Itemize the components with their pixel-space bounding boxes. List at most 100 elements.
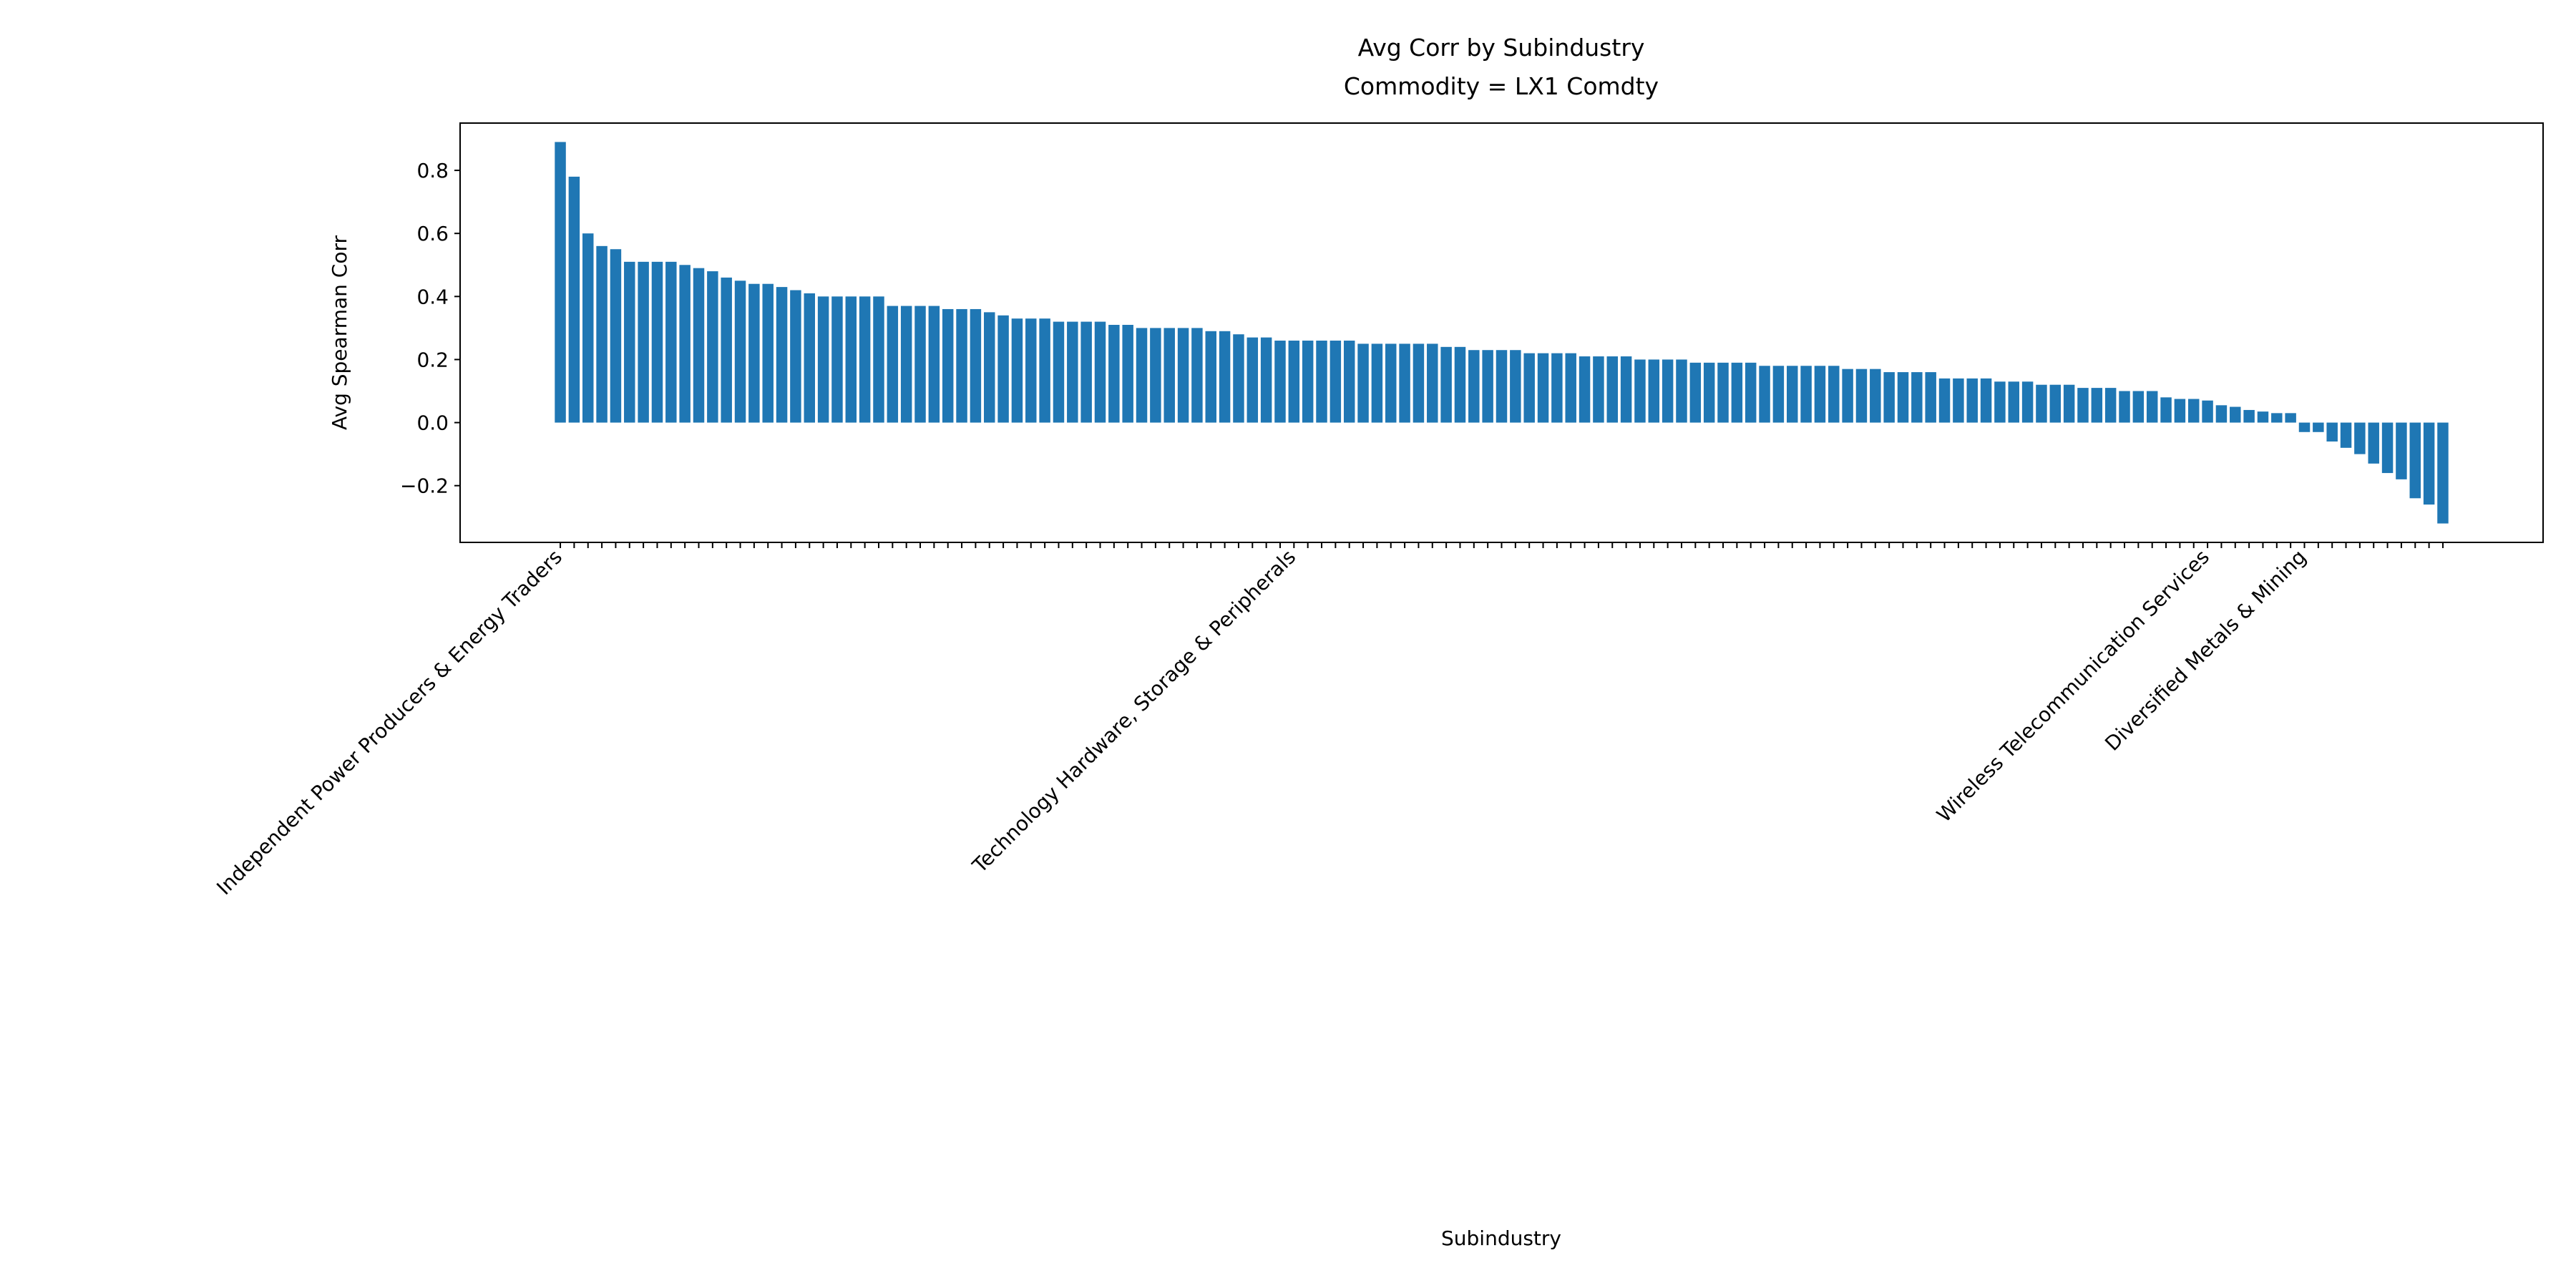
bar	[1316, 341, 1327, 423]
y-tick-label: 0.0	[416, 411, 449, 435]
bar	[1606, 356, 1618, 423]
bar	[928, 306, 940, 423]
bar	[2174, 399, 2186, 423]
x-axis-label: Subindustry	[1441, 1226, 1561, 1250]
bar	[1662, 359, 1674, 423]
bar	[2132, 391, 2145, 423]
bar	[2396, 422, 2407, 479]
y-tick-label: 0.6	[416, 222, 449, 245]
bar	[1343, 341, 1355, 423]
bar	[1122, 324, 1133, 423]
bar	[665, 261, 677, 423]
bar	[1523, 353, 1535, 423]
bar	[2104, 388, 2117, 423]
bar	[762, 283, 774, 423]
bar	[707, 271, 718, 423]
bar	[2271, 413, 2283, 423]
bar	[1150, 328, 1161, 423]
y-tick-label: 0.4	[416, 285, 449, 308]
bar	[1302, 341, 1314, 423]
bar	[1067, 321, 1078, 423]
bar	[2313, 422, 2324, 432]
bar	[2202, 400, 2213, 423]
bar	[1689, 362, 1702, 423]
bar	[2437, 422, 2449, 524]
bar	[1427, 343, 1438, 423]
bar	[1938, 378, 1951, 423]
bar	[638, 261, 649, 423]
bar	[1870, 369, 1881, 423]
bar	[1953, 378, 1964, 423]
bar	[721, 277, 732, 423]
bar	[1233, 334, 1244, 423]
bar	[2423, 422, 2435, 505]
bar	[2354, 422, 2366, 454]
bar	[859, 296, 871, 423]
bar	[1496, 350, 1508, 423]
y-tick-label: 0.2	[416, 348, 449, 371]
bar	[1260, 337, 1272, 423]
bar	[873, 296, 884, 423]
y-tick-label: 0.8	[416, 159, 449, 182]
bar	[624, 261, 635, 423]
bar	[1219, 331, 1231, 423]
bar	[2409, 422, 2421, 499]
bar	[2326, 422, 2338, 442]
bar	[1980, 378, 1992, 423]
bar	[2091, 388, 2103, 423]
bar	[651, 261, 663, 423]
bar	[679, 265, 691, 423]
bar	[2049, 384, 2062, 423]
bar	[1177, 328, 1189, 423]
bar	[1357, 343, 1369, 423]
plot-frame	[459, 122, 2544, 543]
bar	[1703, 362, 1715, 423]
bar	[831, 296, 843, 423]
bar	[568, 176, 580, 423]
bar	[1094, 321, 1106, 423]
bar	[748, 283, 760, 423]
bar	[1163, 328, 1175, 423]
bar	[1537, 353, 1549, 423]
bar	[2077, 388, 2089, 423]
bar	[1745, 362, 1757, 423]
bar	[2188, 399, 2200, 423]
bar	[984, 312, 995, 423]
bar	[942, 308, 954, 423]
bar	[2063, 384, 2075, 423]
bar	[555, 142, 566, 423]
bar	[1136, 328, 1148, 423]
bar	[1025, 318, 1037, 423]
bar	[1371, 343, 1383, 423]
bar	[1842, 369, 1853, 423]
bar	[2257, 411, 2269, 423]
bar	[1579, 356, 1591, 423]
bar	[1399, 343, 1410, 423]
bar	[845, 296, 857, 423]
bar	[1080, 321, 1092, 423]
bar	[1897, 372, 1909, 423]
bar	[1108, 324, 1120, 423]
chart-subtitle: Commodity = LX1 Comdty	[1344, 72, 1659, 100]
bar	[1593, 356, 1604, 423]
bar	[1510, 350, 1521, 423]
bar	[1717, 362, 1729, 423]
bar	[1330, 341, 1342, 423]
bar	[2036, 384, 2047, 423]
bar	[1413, 343, 1425, 423]
bar	[1925, 372, 1936, 423]
bar	[2008, 381, 2019, 423]
bar	[610, 249, 622, 423]
bar	[2243, 409, 2255, 423]
bar	[1994, 381, 2006, 423]
bar	[970, 308, 982, 423]
bar	[1191, 328, 1203, 423]
bar	[1648, 359, 1660, 423]
bar	[1634, 359, 1646, 423]
bar	[582, 233, 594, 423]
bar	[2146, 391, 2158, 423]
bar	[1620, 356, 1632, 423]
bar	[1800, 366, 1812, 423]
